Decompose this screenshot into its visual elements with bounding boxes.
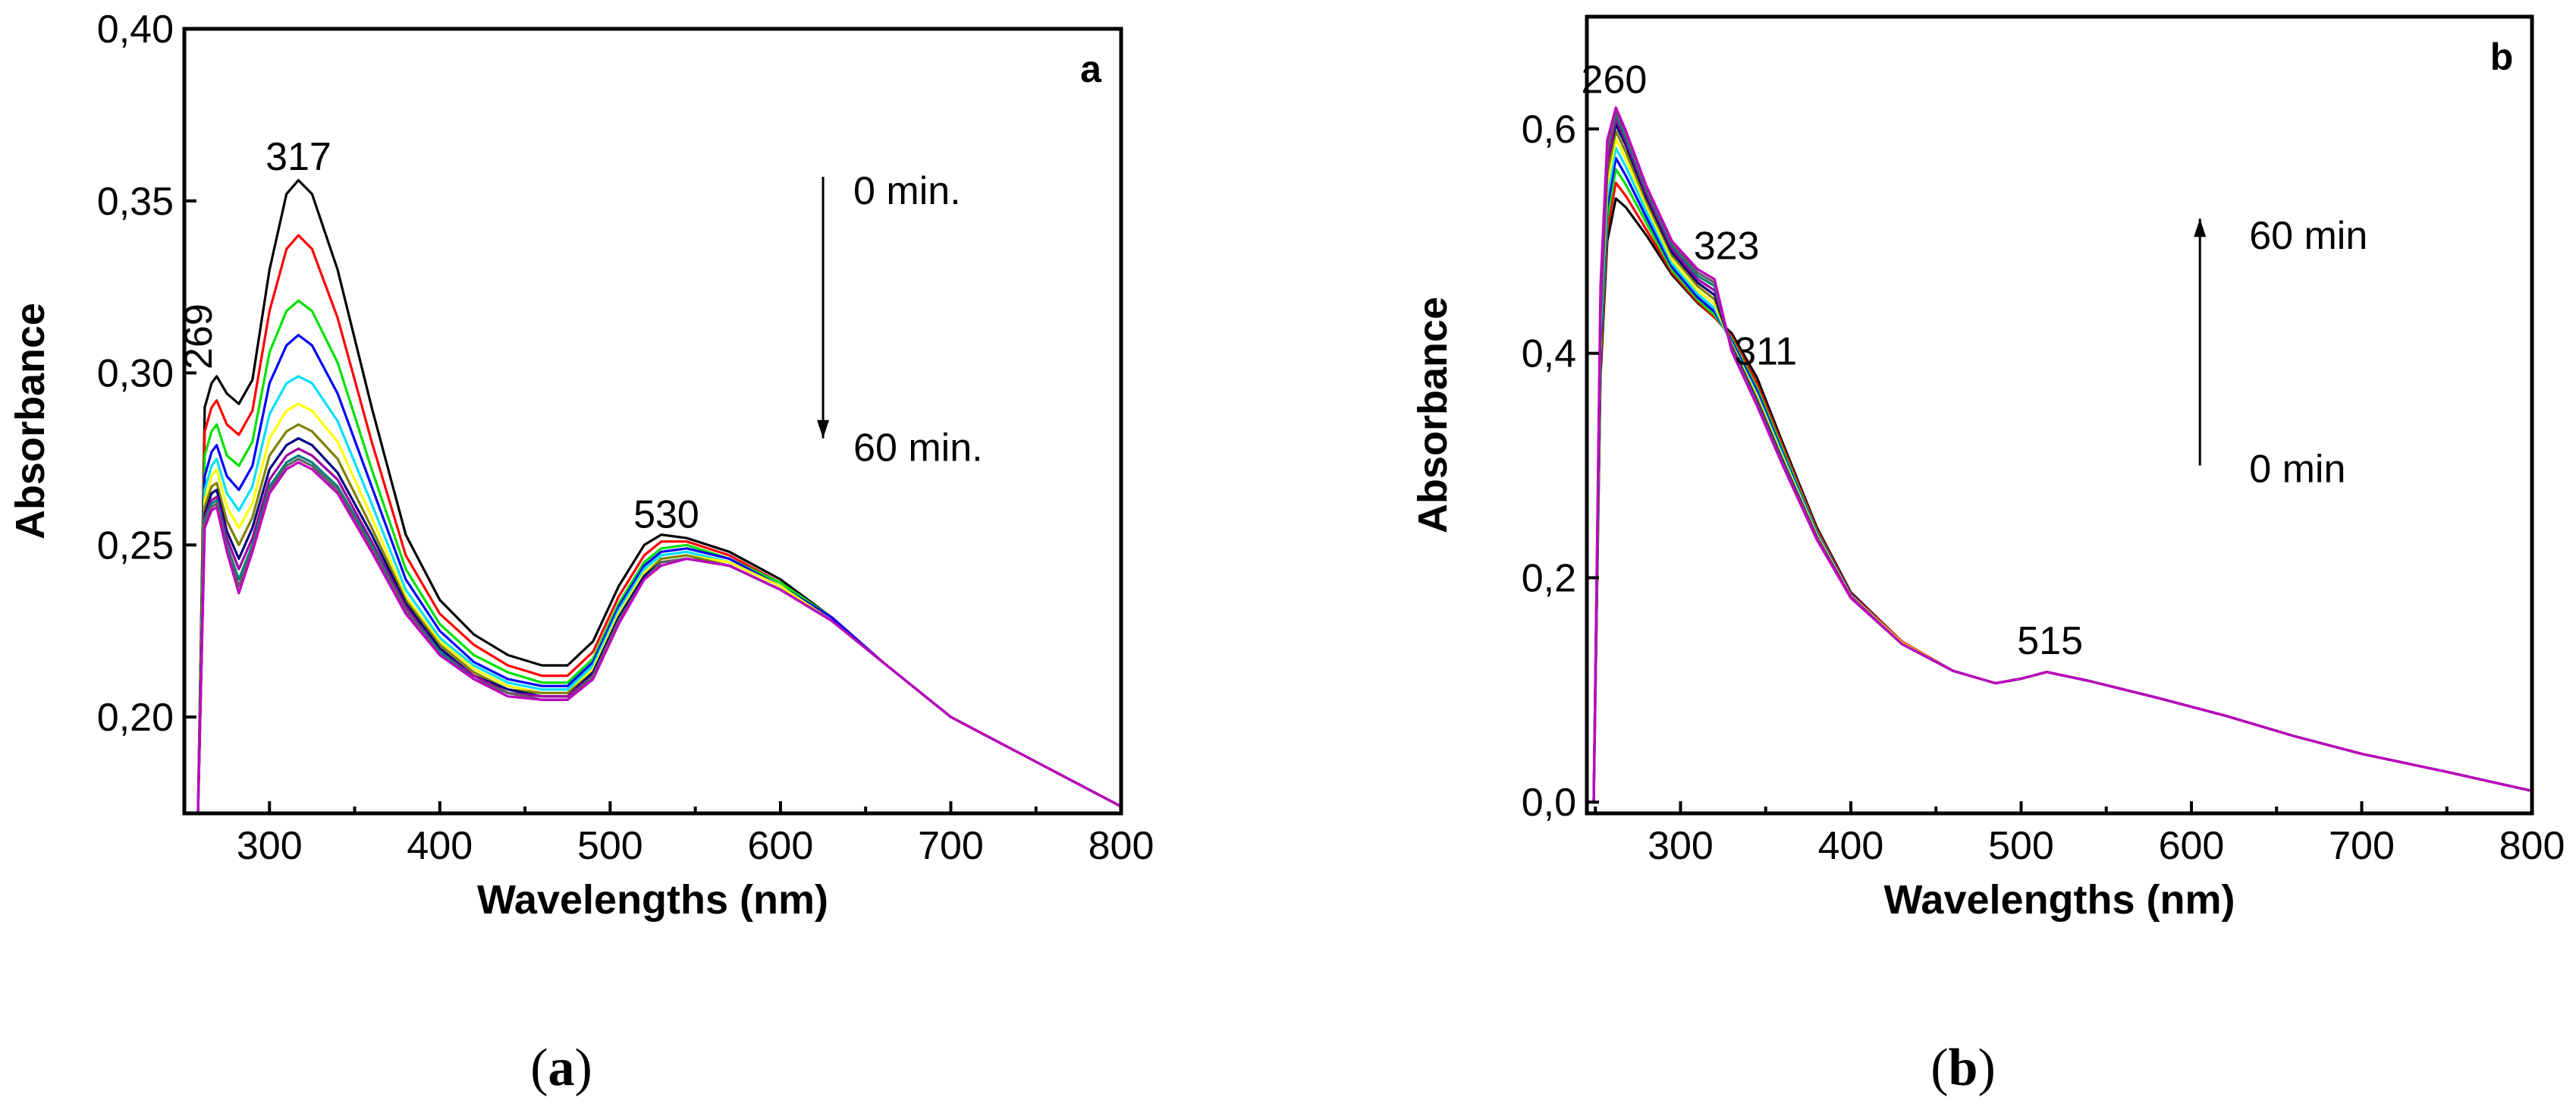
y-axis-title-b: Absorbance: [1410, 297, 1456, 533]
plot-frame-a: [182, 27, 1123, 816]
y-tick-label-a-3: 0,35: [97, 180, 174, 224]
x-axis-title-a: Wavelengths (nm): [477, 877, 828, 923]
y-tick-label-b-0: 0,0: [1522, 781, 1576, 825]
peak-label-b-2: 311: [1734, 329, 1797, 373]
x-tick-label-a-5: 800: [1089, 824, 1154, 868]
peak-label-b-0: 260: [1582, 58, 1648, 102]
y-tick-label-a-4: 0,40: [97, 8, 174, 52]
x-tick-label-b-2: 500: [1988, 824, 2054, 868]
peak-label-a-1: 317: [265, 135, 331, 179]
series-group-b: [1592, 106, 2532, 803]
y-tick-label-b-3: 0,6: [1522, 108, 1576, 152]
panel-tag-b: b: [2490, 36, 2514, 78]
captions: (a) (b): [530, 1039, 1996, 1097]
x-tick-label-a-3: 600: [748, 824, 814, 868]
x-tick-label-b-0: 300: [1648, 824, 1714, 868]
series-line-b-9: [1592, 113, 2532, 803]
panel-tag-a: a: [1080, 48, 1102, 90]
series-line-b-10: [1592, 109, 2532, 803]
x-tick-label-b-3: 600: [2159, 824, 2225, 868]
series-line-a-2: [196, 299, 1121, 813]
x-tick-label-b-1: 400: [1818, 824, 1884, 868]
series-line-a-6: [196, 423, 1121, 813]
series-line-b-0: [1592, 197, 2532, 803]
y-tick-label-b-2: 0,4: [1522, 332, 1576, 376]
series-line-b-1: [1592, 181, 2532, 803]
peak-label-b-1: 323: [1694, 224, 1760, 268]
caption-a: (a): [530, 1039, 592, 1097]
series-line-b-11: [1592, 106, 2532, 803]
panel-b: 300 400 500 600 700 800 0,0 0,2 0,4 0,6 Wavelength…: [1410, 14, 2565, 923]
time-arrow-head-b: [2194, 219, 2207, 237]
x-tick-label-a-4: 700: [918, 824, 984, 868]
x-axis-title-b: Wavelengths (nm): [1883, 877, 2235, 923]
x-tick-label-b-5: 800: [2499, 824, 2565, 868]
y-tick-label-a-2: 0,30: [97, 352, 174, 396]
series-line-a-11: [196, 461, 1121, 813]
y-tick-label-b-1: 0,2: [1522, 556, 1576, 600]
time-arrow-head-a: [817, 420, 830, 439]
x-tick-label-a-0: 300: [237, 824, 303, 868]
arrow-start-label-b: 0 min: [2249, 448, 2345, 492]
x-tick-label-a-1: 400: [407, 824, 473, 868]
series-group-a: [196, 178, 1121, 813]
series-line-b-8: [1592, 118, 2532, 803]
caption-b: (b): [1930, 1039, 1996, 1097]
arrow-start-label-a: 0 min.: [853, 169, 961, 213]
series-line-a-3: [196, 334, 1121, 813]
series-line-a-0: [196, 178, 1121, 813]
y-tick-label-a-0: 0,20: [97, 696, 174, 740]
peak-label-a-2: 530: [633, 493, 699, 537]
plot-frame-b: [1585, 14, 2534, 816]
arrow-end-label-b: 60 min: [2249, 214, 2367, 258]
y-tick-label-a-1: 0,25: [97, 524, 174, 568]
peak-label-a-0: 269: [177, 303, 221, 370]
y-axis-title-a: Absorbance: [8, 303, 53, 539]
x-tick-label-b-4: 700: [2329, 824, 2395, 868]
arrow-end-label-a: 60 min.: [853, 426, 983, 470]
x-tick-label-a-2: 500: [577, 824, 643, 868]
series-line-a-5: [196, 402, 1121, 813]
panel-a: 300 400 500 600 700 800 0,20 0,25 0,30 0,35 0,40 Wa…: [8, 8, 1154, 923]
peak-label-b-3: 515: [2017, 619, 2083, 663]
